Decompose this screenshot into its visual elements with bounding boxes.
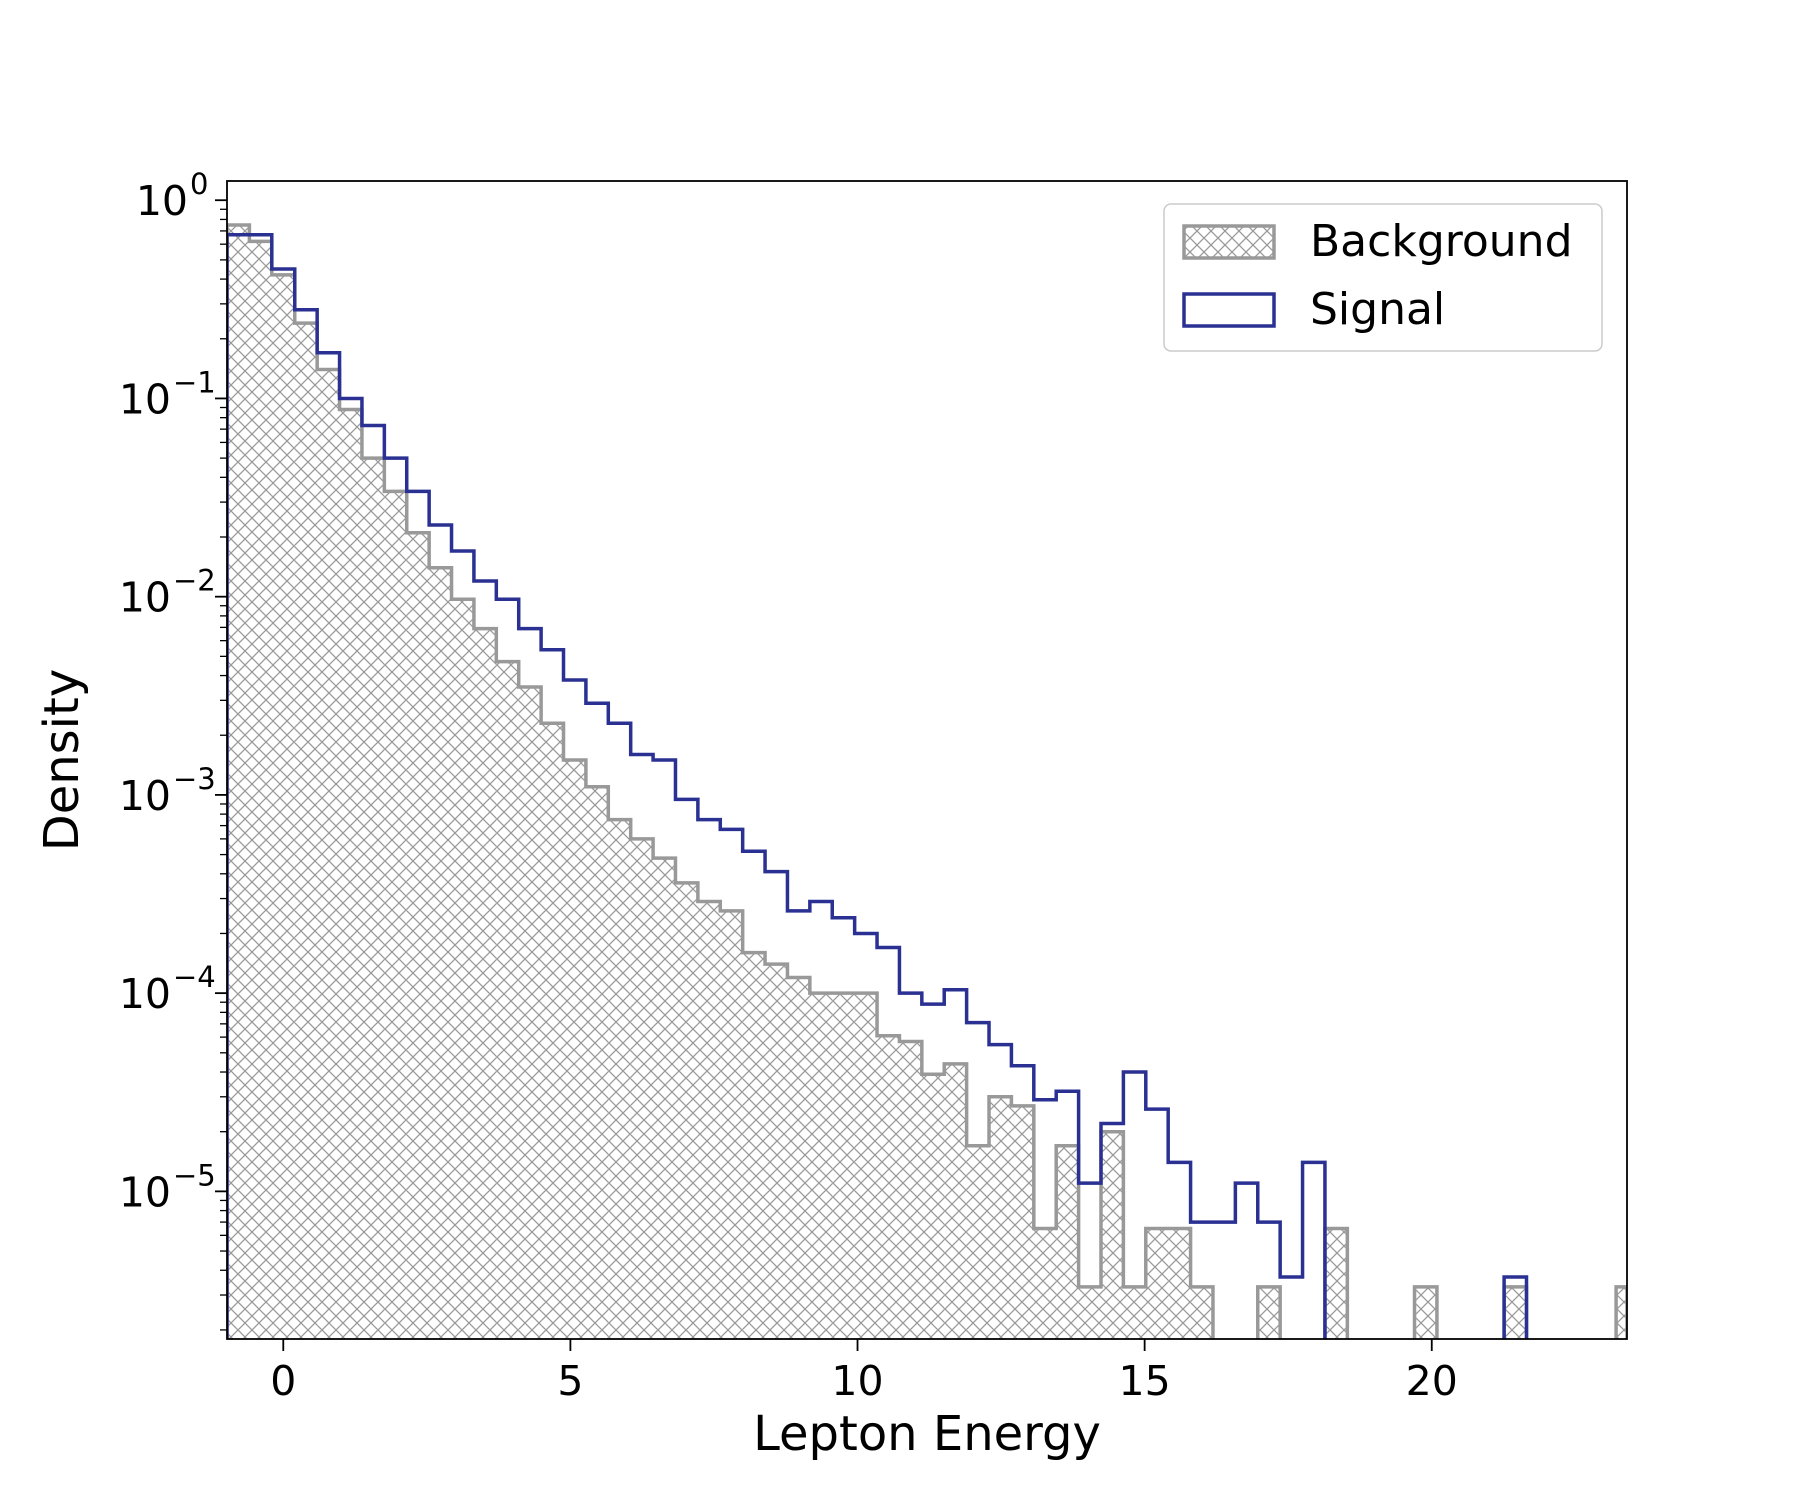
background-bar (1078, 1286, 1101, 1339)
x-tick-label: 5 (557, 1357, 583, 1405)
background-bar (765, 964, 788, 1339)
background-bar (1056, 1145, 1079, 1339)
background-bar (1100, 1131, 1124, 1339)
x-tick-label: 20 (1406, 1357, 1458, 1405)
legend-label-signal: Signal (1310, 284, 1445, 335)
background-bar (787, 977, 810, 1339)
background-bar (384, 491, 407, 1339)
legend-label-background: Background (1310, 216, 1573, 267)
background-bar (406, 532, 430, 1339)
background-bar (608, 819, 631, 1339)
background-bar (585, 786, 609, 1339)
background-bar (630, 838, 654, 1339)
background-bar (1011, 1105, 1034, 1339)
background-bar (1504, 1286, 1527, 1339)
background-bar (832, 993, 855, 1339)
y-axis-label: Density (34, 669, 90, 851)
y-tick-label: 10 (119, 574, 171, 622)
y-tick-exponent: 0 (190, 167, 208, 201)
x-tick-label: 15 (1119, 1357, 1171, 1405)
y-tick-label: 10 (119, 772, 171, 820)
background-bar (899, 1041, 922, 1339)
legend-swatch-signal (1182, 292, 1276, 328)
background-bar (944, 1063, 967, 1339)
y-tick-label: 10 (119, 970, 171, 1018)
background-bar (720, 910, 743, 1339)
signal-histogram (227, 232, 1529, 1339)
background-bar (451, 599, 474, 1339)
background-bar (877, 1035, 900, 1339)
y-tick-label: 10 (119, 375, 171, 423)
background-bar (361, 458, 385, 1339)
background-bar (429, 567, 452, 1339)
background-bar (496, 661, 519, 1339)
legend-swatch-background (1182, 224, 1276, 260)
background-bar (854, 993, 878, 1339)
background-bar (1168, 1228, 1191, 1339)
background-outline (227, 223, 1627, 1339)
y-tick-exponent: −1 (173, 365, 216, 399)
background-bar (1145, 1228, 1169, 1339)
x-tick-label: 0 (270, 1357, 296, 1405)
background-bar (294, 323, 318, 1339)
background-bar (317, 369, 340, 1339)
background-histogram (227, 223, 1627, 1339)
legend: Background Signal (1163, 203, 1603, 352)
y-tick-label: 10 (119, 1168, 171, 1216)
y-tick-exponent: −3 (173, 762, 216, 796)
y-tick-label: 10 (136, 177, 188, 225)
background-bar (227, 224, 250, 1339)
background-bar (989, 1096, 1012, 1339)
y-tick-exponent: −2 (173, 564, 216, 598)
background-bar (271, 274, 295, 1339)
plot-frame (226, 180, 1628, 1340)
plot-area (227, 223, 1627, 1339)
background-bar (966, 1145, 990, 1339)
background-bar (473, 628, 497, 1339)
background-bar (1616, 1286, 1627, 1339)
background-bar (249, 241, 272, 1339)
x-axis-label: Lepton Energy (753, 1406, 1101, 1462)
background-bar (1257, 1286, 1281, 1339)
background-bar (742, 952, 766, 1339)
background-bar (697, 901, 721, 1339)
background-bar (518, 687, 542, 1339)
y-tick-exponent: −4 (173, 960, 216, 994)
background-bar (809, 993, 833, 1339)
background-bar (653, 858, 676, 1339)
background-bar (339, 409, 362, 1339)
y-tick-exponent: −5 (173, 1158, 216, 1192)
x-tick-label: 10 (831, 1357, 883, 1405)
background-bar (1033, 1228, 1057, 1339)
background-bar (675, 882, 698, 1339)
background-bar (1123, 1286, 1146, 1339)
background-bar (563, 760, 586, 1339)
background-bar (1414, 1286, 1437, 1339)
background-bar (541, 723, 564, 1339)
x-axis: 0 5 10 15 20 (270, 1339, 1458, 1405)
signal-outline (227, 232, 1529, 1339)
background-bar (1190, 1286, 1213, 1339)
background-bar (921, 1074, 945, 1339)
background-bar (1324, 1228, 1348, 1339)
